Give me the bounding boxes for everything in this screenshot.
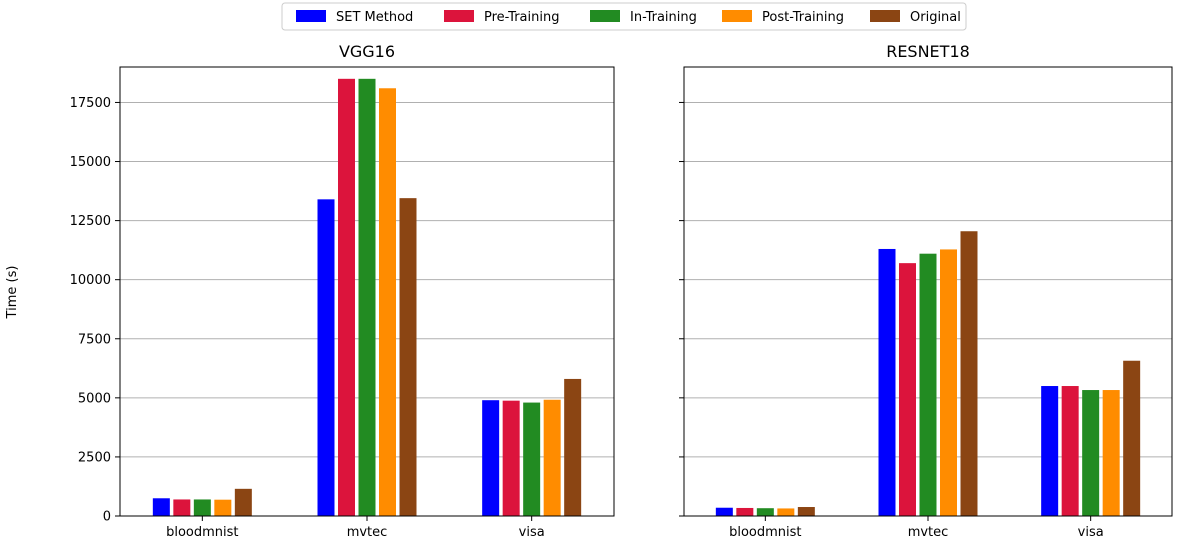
bar-in-training-mvtec <box>919 253 937 517</box>
bar-set-method-bloodmnist <box>152 498 170 516</box>
bar-in-training-bloodmnist <box>756 508 774 516</box>
x-tick-label: mvtec <box>347 525 388 540</box>
x-tick-label: bloodmnist <box>729 525 801 540</box>
bar-in-training-bloodmnist <box>193 499 211 516</box>
bar-set-method-mvtec <box>317 199 335 516</box>
bar-original-visa <box>1123 360 1141 516</box>
bar-pre-training-visa <box>1061 386 1079 516</box>
plot-frame <box>119 66 615 517</box>
bar-pre-training-visa <box>502 400 520 516</box>
bar-set-method-visa <box>482 400 500 516</box>
bar-set-method-mvtec <box>878 248 896 516</box>
legend-swatch-pre-training <box>444 10 474 22</box>
bar-post-training-visa <box>1102 390 1120 516</box>
chart-title: RESNET18 <box>886 42 970 61</box>
bar-original-bloodmnist <box>797 507 815 516</box>
bar-pre-training-bloodmnist <box>736 507 754 516</box>
y-tick-label: 10000 <box>70 273 111 288</box>
chart-title: VGG16 <box>339 42 395 61</box>
legend-label-set-method: SET Method <box>336 10 413 25</box>
x-tick-label: bloodmnist <box>166 525 238 540</box>
bar-in-training-visa <box>523 402 541 516</box>
bar-post-training-mvtec <box>379 88 396 516</box>
x-tick-label: visa <box>519 525 545 540</box>
bar-in-training-mvtec <box>358 78 376 516</box>
bar-set-method-visa <box>1041 386 1059 516</box>
bar-original-visa <box>564 378 582 516</box>
bar-pre-training-bloodmnist <box>173 499 191 516</box>
bar-post-training-mvtec <box>940 249 957 516</box>
chart-panel-vgg16: VGG16 0 2500 5000 7500 10000 12500 15000 17500 bl… <box>70 42 615 540</box>
bar-original-bloodmnist <box>234 488 252 516</box>
y-tick-label: 15000 <box>70 155 111 170</box>
bar-post-training-bloodmnist <box>777 508 795 516</box>
y-tick-label: 7500 <box>78 332 111 347</box>
bar-in-training-visa <box>1082 390 1100 516</box>
legend-label-pre-training: Pre-Training <box>484 10 559 25</box>
x-tick-label: visa <box>1078 525 1104 540</box>
plot-frame <box>683 66 1173 517</box>
bar-post-training-visa <box>543 399 561 516</box>
legend-swatch-in-training <box>590 10 620 22</box>
y-tick-label: 5000 <box>78 391 111 406</box>
legend-swatch-post-training <box>722 10 752 22</box>
legend-swatch-set-method <box>296 10 326 22</box>
bar-pre-training-mvtec <box>899 263 916 516</box>
legend-frame <box>281 2 967 31</box>
x-tick-label: mvtec <box>908 525 949 540</box>
bar-pre-training-mvtec <box>338 78 355 516</box>
legend-label-post-training: Post-Training <box>762 10 844 25</box>
y-tick-label: 2500 <box>78 450 111 465</box>
bar-original-mvtec <box>399 198 417 516</box>
legend-label-original: Original <box>910 10 961 25</box>
chart-panel-resnet18: RESNET18 bloodmnist mvtec visa <box>679 42 1173 540</box>
y-tick-label: 12500 <box>70 214 111 229</box>
legend-swatch-original <box>870 10 900 22</box>
bar-original-mvtec <box>960 231 978 516</box>
legend-label-in-training: In-Training <box>630 10 697 25</box>
legend: SET Method Pre-Training In-Training Post-Tr… <box>281 2 967 31</box>
y-tick-label: 0 <box>103 510 111 525</box>
y-axis-label: Time (s) <box>5 266 20 320</box>
bar-set-method-bloodmnist <box>715 507 733 516</box>
y-tick-label: 17500 <box>70 96 111 111</box>
bar-post-training-bloodmnist <box>214 499 232 516</box>
